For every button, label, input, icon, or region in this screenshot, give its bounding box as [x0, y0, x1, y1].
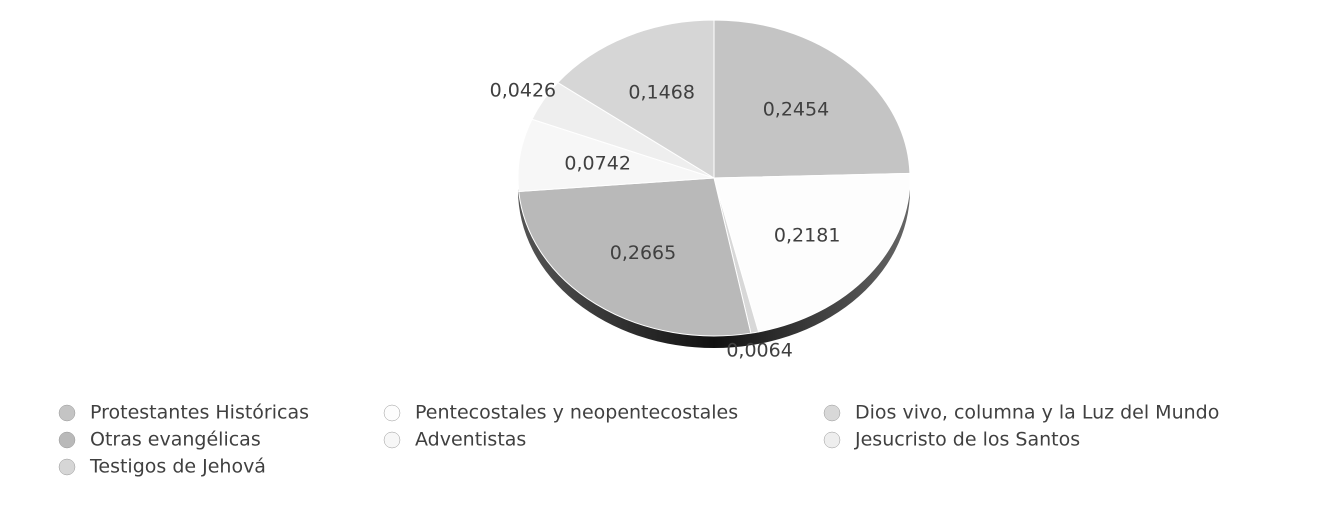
- legend-label: Jesucristo de los Santos: [854, 429, 1080, 451]
- legend-marker: [823, 431, 841, 449]
- data-label: 0,2454: [763, 99, 829, 121]
- legend-label: Pentecostales y neopentecostales: [415, 402, 738, 424]
- pie-slice: [518, 177, 752, 337]
- pie-slice: [713, 172, 911, 333]
- data-label: 0,2665: [610, 242, 676, 264]
- legend-marker: [58, 458, 76, 476]
- legend-label: Dios vivo, columna y la Luz del Mundo: [855, 402, 1219, 424]
- data-label: 0,0742: [564, 153, 630, 175]
- legend-label: Adventistas: [415, 429, 526, 451]
- legend-marker: [383, 431, 401, 449]
- data-label: 0,2181: [774, 224, 840, 246]
- data-label: 0,0426: [490, 79, 556, 101]
- legend-label: Protestantes Históricas: [90, 402, 309, 424]
- legend-marker: [58, 431, 76, 449]
- legend-marker: [58, 404, 76, 422]
- legend-label: Otras evangélicas: [90, 429, 261, 451]
- legend-label: Testigos de Jehová: [89, 456, 266, 478]
- data-label: 0,1468: [628, 82, 694, 104]
- pie-slice: [556, 19, 715, 179]
- pie-slice: [713, 19, 911, 179]
- legend-marker: [383, 404, 401, 422]
- legend-marker: [823, 404, 841, 422]
- data-label: 0,0064: [726, 340, 792, 362]
